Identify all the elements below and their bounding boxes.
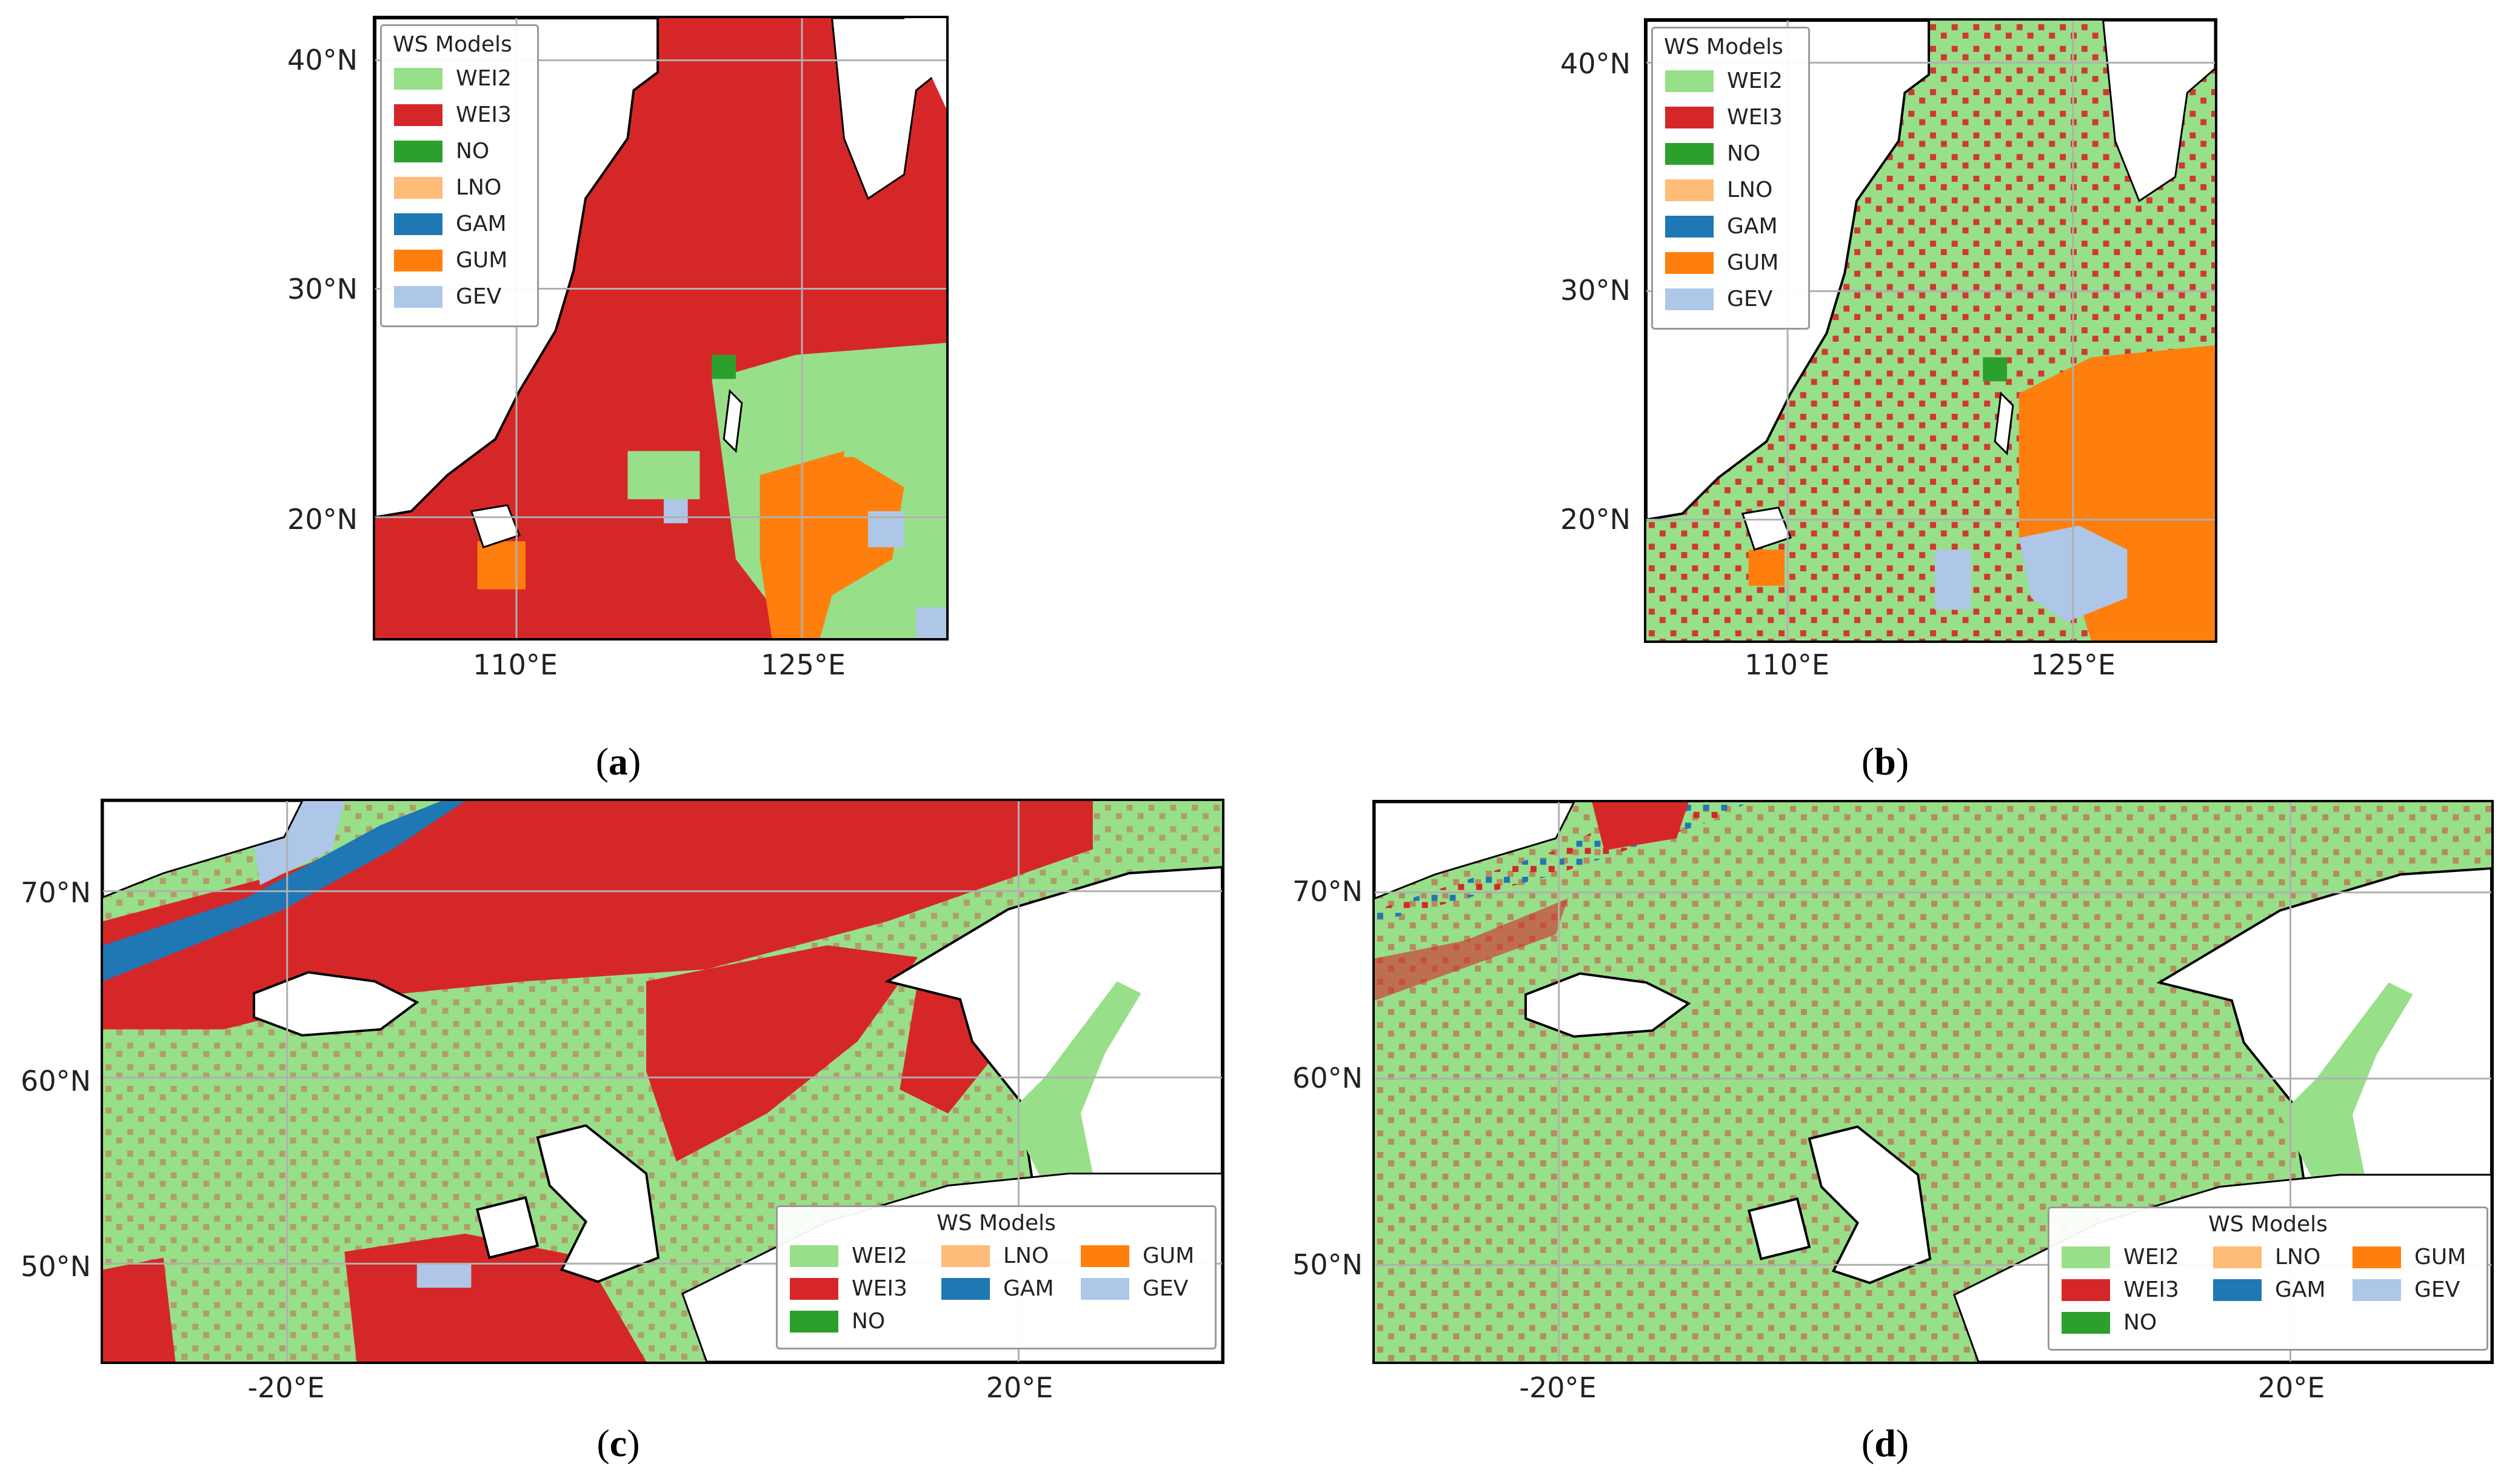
caption-c: (c) <box>596 1422 640 1465</box>
legend-item-gam: GAM <box>2213 1277 2326 1302</box>
legend-item-gam: GAM <box>941 1276 1054 1301</box>
map-d-layer <box>1375 802 2491 1362</box>
y-tick: 40°N <box>287 44 358 76</box>
x-tick: 125°E <box>2031 648 2116 681</box>
y-tick: 20°N <box>1560 503 1631 536</box>
legend-d: WS Models WEI2 WEI3 NO LNO GAM GUM GEV <box>2048 1206 2488 1351</box>
y-tick: 70°N <box>21 876 91 909</box>
legend-item-wei2: WEI2 <box>2062 1245 2179 1269</box>
land-korea <box>2102 21 2215 202</box>
map-a: WS Models WEI2 WEI3 NO LNO GAM GUM GEV <box>373 16 949 641</box>
legend-item-gev: GEV <box>1081 1276 1188 1301</box>
legend-item-gum: GUM <box>1081 1243 1194 1268</box>
legend-item-wei3: WEI3 <box>790 1276 907 1301</box>
legend-title: WS Models <box>393 32 512 57</box>
legend-item-wei3: WEI3 <box>1665 105 1783 130</box>
legend-item-gum: GUM <box>2353 1245 2466 1269</box>
legend-item-gev: GEV <box>1665 287 1772 311</box>
map-b: WS Models WEI2 WEI3 NO LNO GAM GUM GEV <box>1644 18 2217 643</box>
legend-item-lno: LNO <box>2213 1245 2320 1269</box>
legend-item-wei3: WEI3 <box>2062 1277 2179 1302</box>
legend-item-lno: LNO <box>1665 178 1772 202</box>
legend-item-gum: GUM <box>394 248 507 273</box>
y-tick: 60°N <box>1292 1062 1363 1094</box>
legend-item-no: NO <box>790 1309 885 1334</box>
land-taiwan <box>723 388 743 453</box>
caption-b: (b) <box>1861 740 1909 783</box>
legend-item-wei2: WEI2 <box>1665 68 1783 93</box>
x-tick: -20°E <box>247 1371 325 1404</box>
legend-item-gev: GEV <box>2353 1277 2460 1302</box>
y-tick: 60°N <box>21 1065 91 1097</box>
legend-b: WS Models WEI2 WEI3 NO LNO GAM GUM GEV <box>1651 27 1810 330</box>
legend-item-no: NO <box>1665 141 1760 166</box>
map-c: WS Models WEI2 WEI3 NO LNO GAM GUM GEV <box>101 799 1224 1364</box>
caption-d: (d) <box>1861 1422 1909 1465</box>
y-tick: 70°N <box>1292 875 1363 908</box>
region-gum <box>760 451 904 638</box>
legend-c: WS Models WEI2 WEI3 NO LNO GAM GUM GEV <box>776 1205 1217 1349</box>
y-tick: 20°N <box>287 503 358 536</box>
legend-item-wei2: WEI2 <box>394 66 512 91</box>
legend-a: WS Models WEI2 WEI3 NO LNO GAM GUM GEV <box>380 24 539 327</box>
legend-item-lno: LNO <box>394 175 501 200</box>
legend-title: WS Models <box>2208 1212 2328 1237</box>
legend-item-lno: LNO <box>941 1243 1049 1268</box>
region-gum <box>2019 345 2215 641</box>
y-tick: 30°N <box>1560 274 1631 307</box>
x-tick: 110°E <box>1745 648 1829 681</box>
legend-item-no: NO <box>394 139 489 164</box>
legend-item-wei3: WEI3 <box>394 102 512 127</box>
x-tick: 20°E <box>2257 1371 2325 1404</box>
y-tick: 40°N <box>1560 47 1631 80</box>
map-d: WS Models WEI2 WEI3 NO LNO GAM GUM GEV <box>1372 800 2494 1364</box>
x-tick: -20°E <box>1519 1371 1597 1404</box>
x-tick: 125°E <box>761 648 846 681</box>
y-tick: 30°N <box>287 273 358 305</box>
legend-title: WS Models <box>937 1211 1056 1236</box>
caption-a: (a) <box>595 740 641 783</box>
legend-item-gam: GAM <box>394 211 507 236</box>
x-tick: 110°E <box>473 648 558 681</box>
y-tick: 50°N <box>1292 1248 1363 1281</box>
legend-item-gev: GEV <box>394 284 501 309</box>
legend-item-gam: GAM <box>1665 214 1778 239</box>
legend-title: WS Models <box>1664 35 1783 59</box>
legend-item-wei2: WEI2 <box>790 1243 907 1268</box>
x-tick: 20°E <box>986 1371 1054 1404</box>
legend-item-no: NO <box>2062 1310 2157 1335</box>
legend-item-gum: GUM <box>1665 250 1778 275</box>
land-taiwan <box>1994 391 2014 456</box>
land-korea <box>831 18 946 200</box>
y-tick: 50°N <box>21 1250 91 1283</box>
